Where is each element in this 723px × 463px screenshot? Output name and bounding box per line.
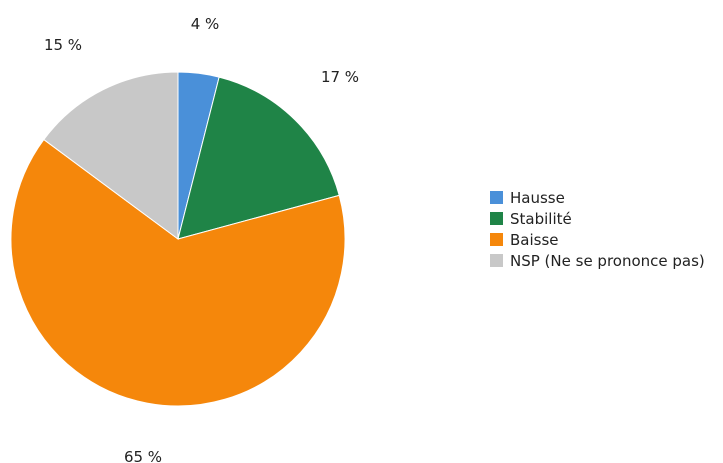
legend: Hausse Stabilité Baisse NSP (Ne se prononce… (490, 189, 705, 270)
percent-label: 4 % (191, 15, 220, 33)
pie-slices (10, 71, 346, 407)
legend-label: NSP (Ne se prononce pas) (510, 252, 705, 270)
pie-slice-stabilité (177, 76, 340, 240)
pie-slice-baisse (10, 138, 346, 407)
percent-labels: 4 % 17 % 65 % 15 % (44, 15, 359, 463)
legend-label: Baisse (510, 231, 559, 249)
legend-swatch (490, 254, 503, 267)
legend-swatch (490, 212, 503, 225)
percent-label: 17 % (321, 68, 359, 86)
percent-label: 15 % (44, 36, 82, 54)
legend-label: Stabilité (510, 210, 572, 228)
legend-swatch (490, 191, 503, 204)
legend-label: Hausse (510, 189, 565, 207)
pie-slice-nsp (43, 71, 179, 240)
legend-swatch (490, 233, 503, 246)
percent-label: 65 % (124, 448, 162, 463)
